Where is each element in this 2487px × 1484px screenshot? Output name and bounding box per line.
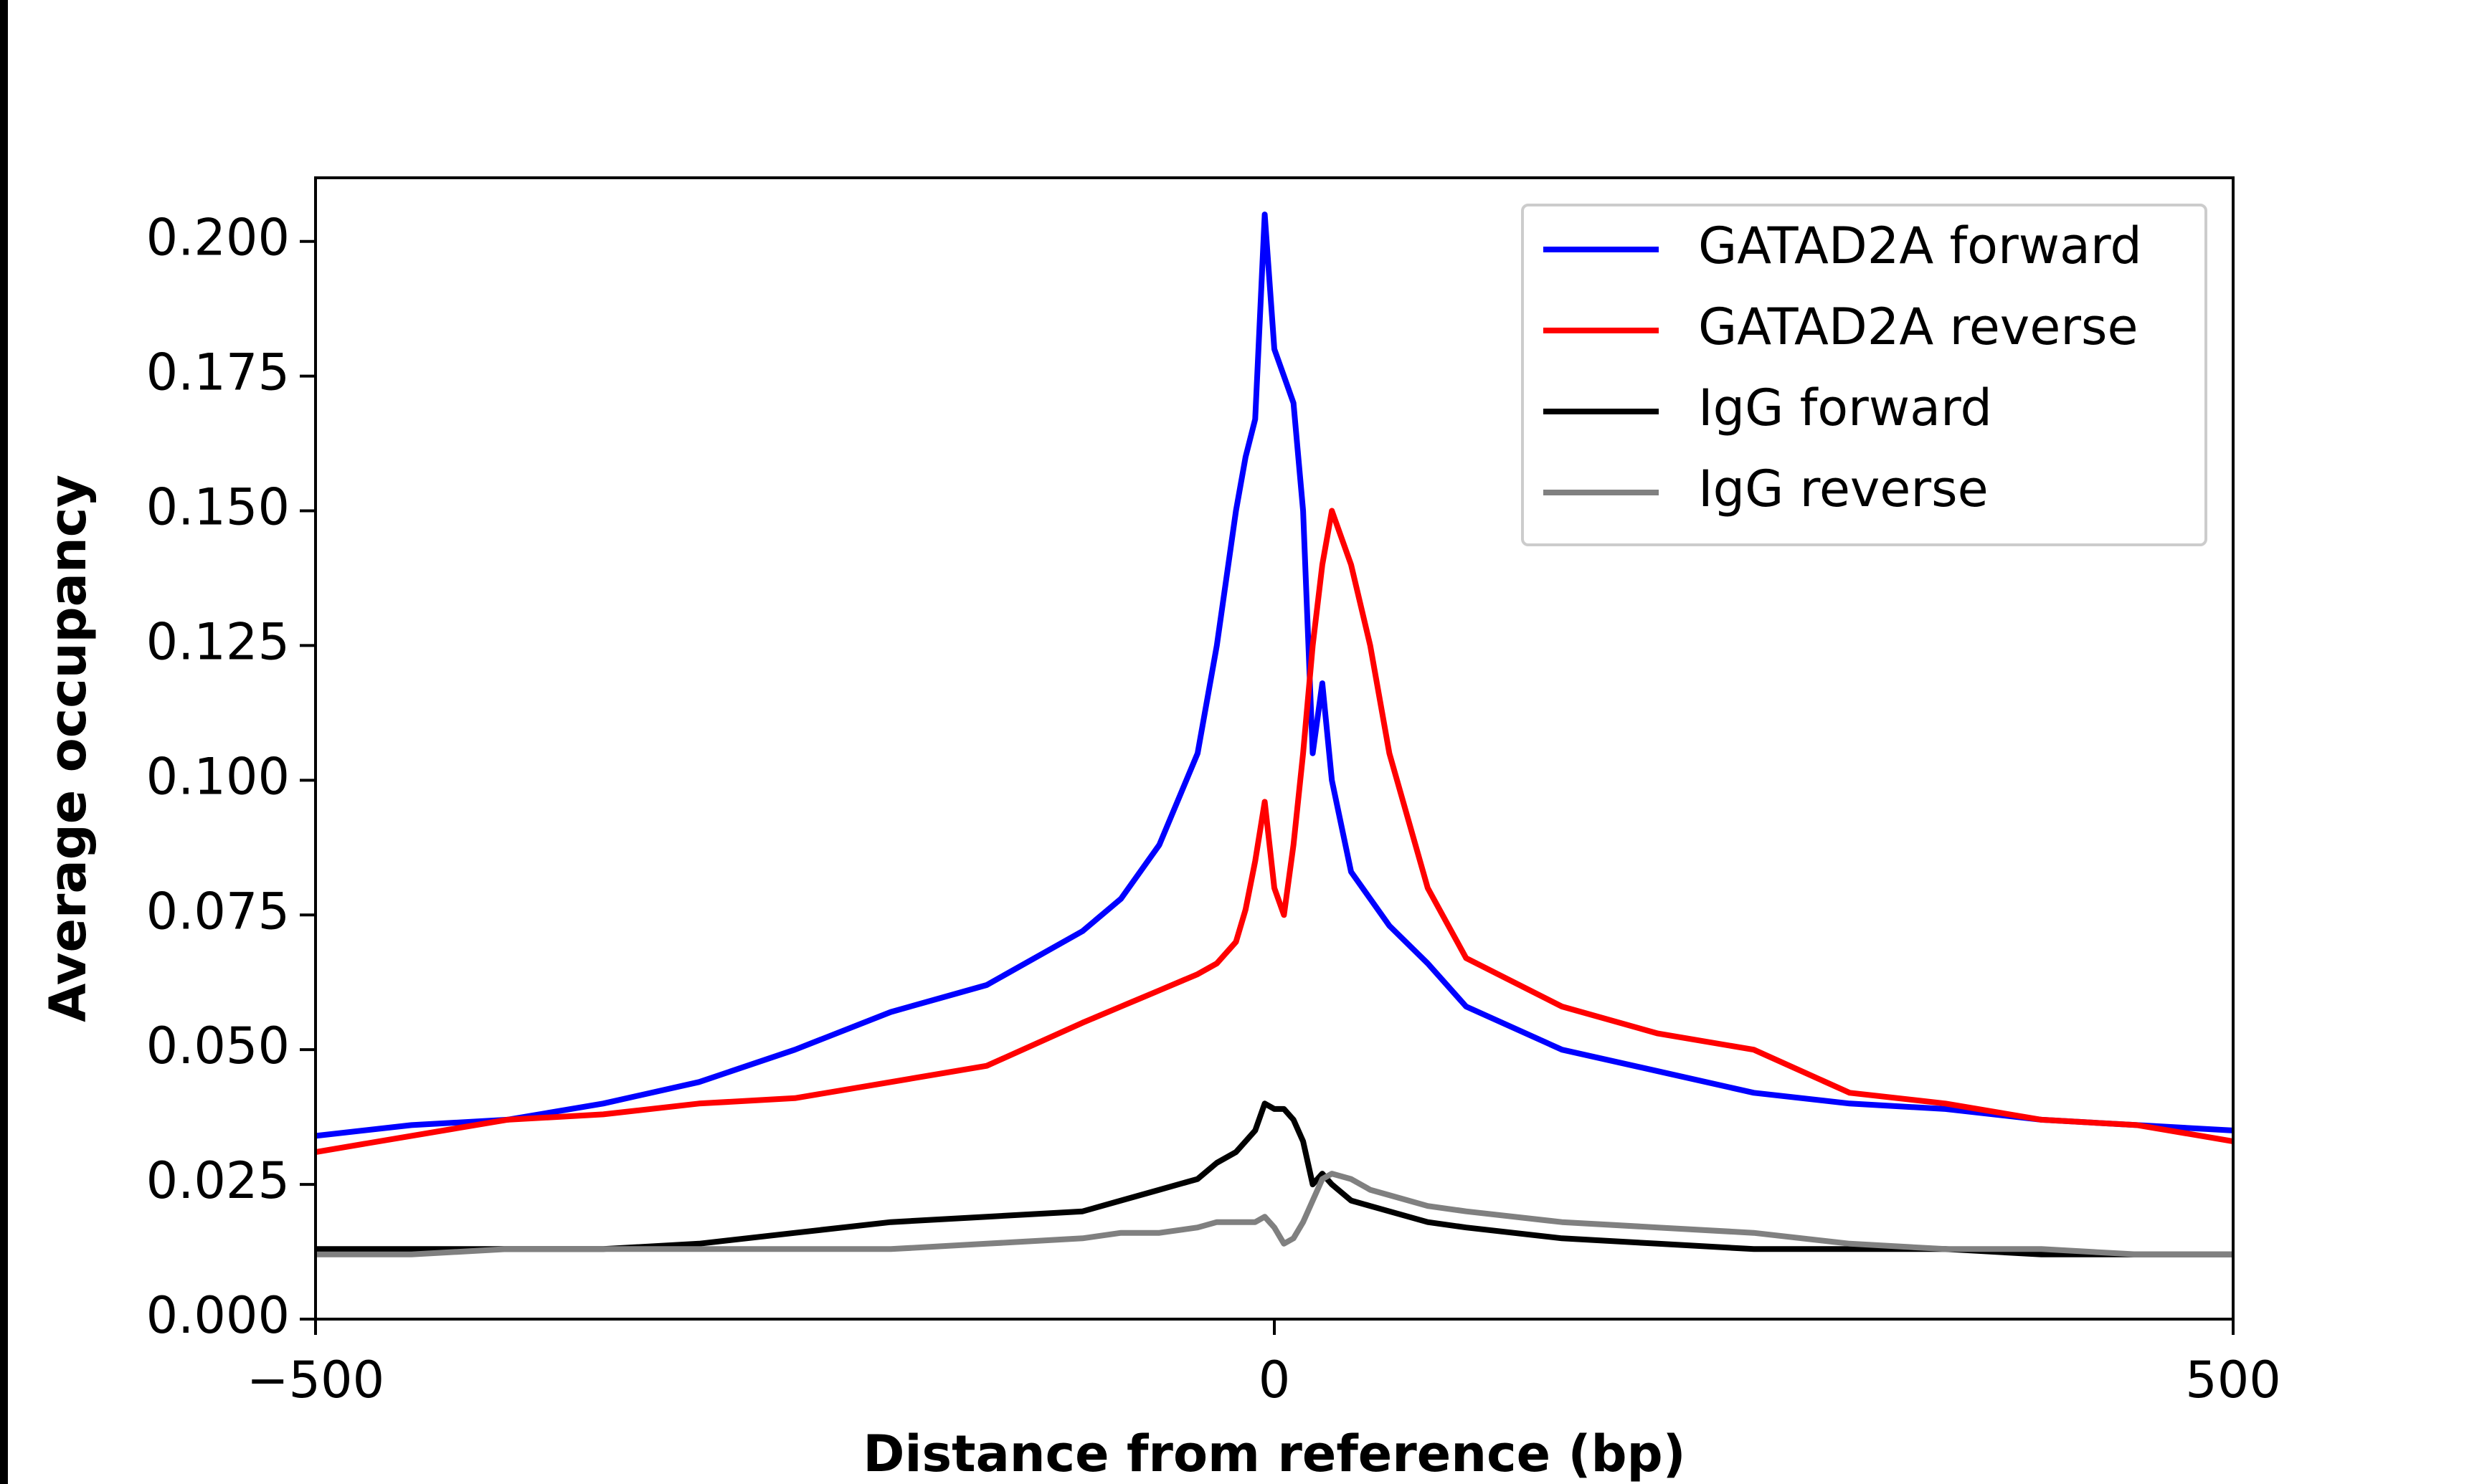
data-line xyxy=(316,211,2233,1139)
legend-label: GATAD2A forward xyxy=(1698,217,2142,275)
legend-box xyxy=(1521,204,2207,546)
y-tick-label: 0.150 xyxy=(146,478,290,537)
legend-label: GATAD2A reverse xyxy=(1698,298,2138,356)
y-axis-label: Average occupancy xyxy=(39,475,98,1022)
plot-frame xyxy=(314,176,2235,1321)
x-tick-label: 0 xyxy=(1259,1351,1291,1409)
y-tick-label: 0.075 xyxy=(146,882,290,941)
y-tick-label: 0.100 xyxy=(146,747,290,806)
y-tick-label: 0.050 xyxy=(146,1017,290,1075)
data-line xyxy=(316,1100,2233,1257)
x-tick-label: −500 xyxy=(247,1351,384,1409)
y-tick-label: 0.175 xyxy=(146,343,290,402)
data-line xyxy=(316,1171,2233,1257)
legend-label: IgG reverse xyxy=(1698,460,1989,518)
y-tick-label: 0.000 xyxy=(146,1286,290,1345)
legend-label: IgG forward xyxy=(1698,379,1992,437)
y-tick-label: 0.200 xyxy=(146,209,290,267)
x-axis-label: Distance from reference (bp) xyxy=(863,1424,1685,1483)
x-tick-label: 500 xyxy=(2185,1351,2281,1409)
left-border xyxy=(0,0,8,1484)
data-line xyxy=(316,508,2233,1155)
y-tick-label: 0.125 xyxy=(146,612,290,671)
plot-lines xyxy=(316,211,2233,1257)
y-tick-label: 0.025 xyxy=(146,1151,290,1210)
legend: GATAD2A forward GATAD2A reverse IgG forwar… xyxy=(1521,204,2207,546)
